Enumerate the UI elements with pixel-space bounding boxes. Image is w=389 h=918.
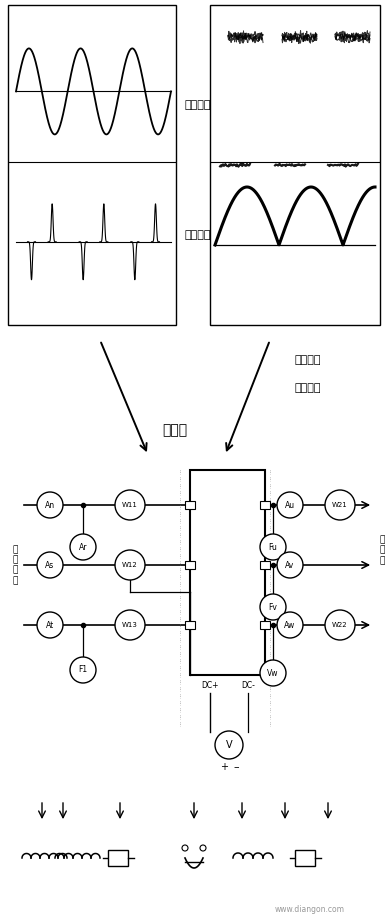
Circle shape — [37, 612, 63, 638]
Text: Ar: Ar — [79, 543, 87, 552]
Circle shape — [277, 612, 303, 638]
Text: W11: W11 — [122, 502, 138, 508]
Text: Fv: Fv — [268, 602, 277, 611]
Bar — [210, 5, 380, 325]
Text: 马
达
测: 马 达 测 — [379, 535, 385, 565]
Text: Av: Av — [286, 561, 294, 569]
Text: Vw: Vw — [267, 668, 279, 677]
Bar — [190, 470, 265, 675]
Text: 输出电压: 输出电压 — [295, 355, 321, 365]
Text: Au: Au — [285, 500, 295, 509]
Circle shape — [37, 552, 63, 578]
Text: V: V — [226, 740, 232, 750]
Text: 三
相
电
源: 三 相 电 源 — [12, 545, 18, 585]
Text: W12: W12 — [122, 562, 138, 568]
Circle shape — [260, 534, 286, 560]
Bar — [295, 850, 315, 866]
Circle shape — [70, 534, 96, 560]
Circle shape — [115, 490, 145, 520]
Circle shape — [325, 610, 355, 640]
Circle shape — [115, 610, 145, 640]
Circle shape — [260, 660, 286, 686]
Bar — [260, 561, 270, 569]
Circle shape — [325, 490, 355, 520]
Bar — [185, 621, 195, 629]
Bar — [8, 5, 176, 325]
Text: 输出电流: 输出电流 — [295, 383, 321, 393]
Text: F1: F1 — [79, 666, 88, 675]
Circle shape — [70, 657, 96, 683]
Text: 变频器: 变频器 — [163, 423, 187, 437]
Text: www.diangon.com: www.diangon.com — [275, 905, 345, 914]
Text: 输入电流: 输入电流 — [185, 230, 212, 240]
Text: As: As — [46, 561, 54, 569]
Bar — [260, 621, 270, 629]
Text: Aw: Aw — [284, 621, 296, 630]
Bar — [108, 850, 128, 866]
Text: +: + — [220, 762, 228, 772]
Bar — [185, 561, 195, 569]
Text: An: An — [45, 500, 55, 509]
Circle shape — [260, 594, 286, 620]
Circle shape — [215, 731, 243, 759]
Text: W13: W13 — [122, 622, 138, 628]
Bar — [260, 501, 270, 509]
Text: DC+: DC+ — [201, 680, 219, 689]
Circle shape — [37, 492, 63, 518]
Text: 输入电压: 输入电压 — [185, 100, 212, 110]
Text: W22: W22 — [332, 622, 348, 628]
Text: At: At — [46, 621, 54, 630]
Text: Fu: Fu — [268, 543, 277, 552]
Circle shape — [277, 492, 303, 518]
Circle shape — [182, 845, 188, 851]
Circle shape — [200, 845, 206, 851]
Text: DC-: DC- — [241, 680, 255, 689]
Text: –: – — [233, 762, 239, 772]
Bar — [185, 501, 195, 509]
Circle shape — [115, 550, 145, 580]
Text: W21: W21 — [332, 502, 348, 508]
Circle shape — [277, 552, 303, 578]
